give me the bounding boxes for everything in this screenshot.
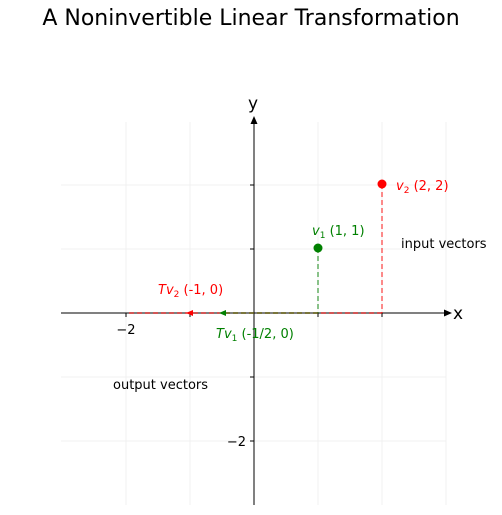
input-vectors-annotation: input vectors bbox=[401, 237, 487, 252]
axis-ticks: −2 −2 bbox=[116, 184, 383, 450]
v2-label: v2 (2, 2) bbox=[396, 179, 449, 196]
v1-label: v1 (1, 1) bbox=[312, 224, 365, 241]
x-axis-arrowhead bbox=[444, 309, 452, 317]
diagram-title: A Noninvertible Linear Transformation bbox=[42, 6, 460, 31]
tv2-label: Tv2 (-1, 0) bbox=[158, 283, 223, 300]
output-vectors-annotation: output vectors bbox=[113, 378, 208, 393]
v2-point bbox=[377, 179, 387, 189]
y-tick-label: −2 bbox=[227, 435, 246, 450]
x-tick-label: −2 bbox=[116, 323, 135, 338]
v1-point bbox=[313, 243, 323, 253]
x-axis-label: x bbox=[453, 304, 463, 324]
y-axis-label: y bbox=[248, 94, 258, 114]
tv1-label: Tv1 (-1/2, 0) bbox=[216, 327, 294, 344]
tv1-arrowhead bbox=[219, 310, 226, 316]
tv2-arrowhead bbox=[186, 310, 193, 316]
y-axis-arrowhead bbox=[250, 116, 258, 124]
